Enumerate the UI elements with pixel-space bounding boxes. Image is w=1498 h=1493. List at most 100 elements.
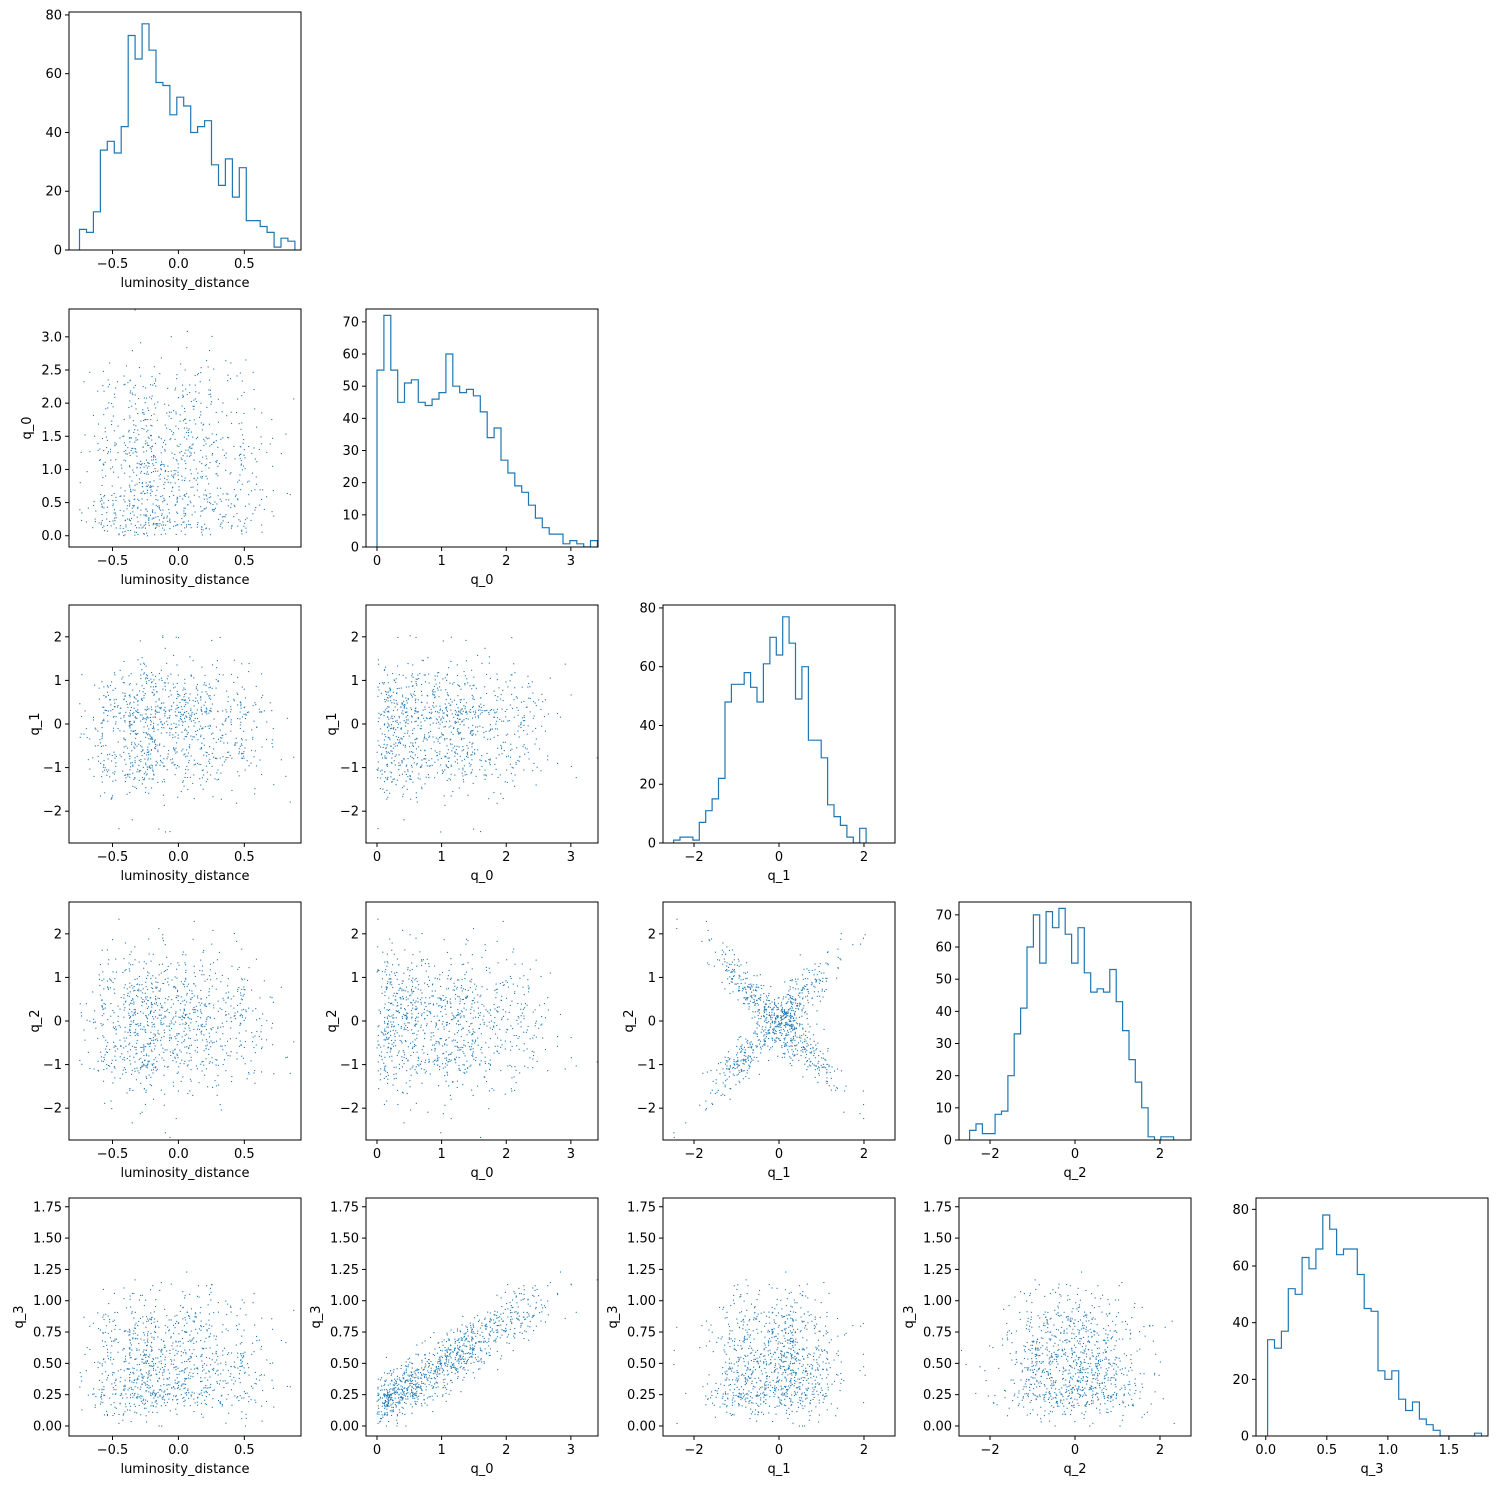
scatter-point (203, 789, 204, 790)
scatter-point (125, 525, 126, 526)
scatter-point (188, 450, 189, 451)
scatter-point (151, 709, 152, 710)
scatter-point (384, 1070, 385, 1071)
scatter-point (212, 796, 213, 797)
scatter-point (140, 1083, 141, 1084)
scatter-point (130, 715, 131, 716)
scatter-point (437, 755, 438, 756)
scatter-point (144, 695, 145, 696)
scatter-point (498, 1053, 499, 1054)
scatter-point (239, 967, 240, 968)
scatter-point (196, 734, 197, 735)
scatter-point (455, 1040, 456, 1041)
scatter-point (256, 427, 257, 428)
scatter-point (463, 711, 464, 712)
scatter-point (165, 711, 166, 712)
scatter-point (188, 432, 189, 433)
scatter-point (146, 514, 147, 515)
scatter-point (200, 735, 201, 736)
scatter-point (145, 764, 146, 765)
scatter-point (507, 1019, 508, 1020)
scatter-point (448, 1037, 449, 1038)
scatter-point (185, 513, 186, 514)
scatter-point (439, 979, 440, 980)
scatter-point (400, 722, 401, 723)
scatter-point (475, 710, 476, 711)
scatter-point (110, 451, 111, 452)
scatter-point (478, 710, 479, 711)
scatter-point (101, 522, 102, 523)
scatter-point (208, 483, 209, 484)
scatter-point (81, 512, 82, 513)
scatter-point (106, 437, 107, 438)
y-tick-label: 1 (54, 674, 62, 689)
scatter-point (402, 796, 403, 797)
scatter-point (464, 765, 465, 766)
scatter-point (236, 1038, 237, 1039)
scatter-point (135, 1011, 136, 1012)
scatter-point (236, 738, 237, 739)
scatter-point (134, 721, 135, 722)
scatter-point (535, 1023, 536, 1024)
scatter-point (239, 423, 240, 424)
scatter-point (388, 724, 389, 725)
scatter-point (536, 738, 537, 739)
scatter-point (412, 982, 413, 983)
scatter-point (195, 1012, 196, 1013)
x-axis-label: luminosity_distance (120, 1166, 249, 1181)
scatter-point (189, 456, 190, 457)
scatter-point (209, 684, 210, 685)
scatter-point (137, 756, 138, 757)
scatter-point (153, 1012, 154, 1013)
scatter-point (101, 746, 102, 747)
scatter-point (206, 1048, 207, 1049)
scatter-point (425, 758, 426, 759)
scatter-point (218, 1065, 219, 1066)
scatter-point (539, 1005, 540, 1006)
scatter-point (202, 966, 203, 967)
scatter-point (218, 1011, 219, 1012)
scatter-point (547, 759, 548, 760)
scatter-point (446, 680, 447, 681)
scatter-point (412, 782, 413, 783)
scatter-point (293, 1041, 294, 1042)
scatter-point (184, 527, 185, 528)
scatter-point (522, 717, 523, 718)
scatter-point (393, 995, 394, 996)
scatter-point (417, 674, 418, 675)
scatter-point (379, 1010, 380, 1011)
scatter-point (285, 776, 286, 777)
scatter-point (457, 746, 458, 747)
scatter-point (148, 973, 149, 974)
scatter-point (100, 763, 101, 764)
scatter-point (204, 524, 205, 525)
scatter-point (477, 731, 478, 732)
scatter-point (481, 755, 482, 756)
scatter-point (272, 743, 273, 744)
scatter-point (175, 1036, 176, 1037)
scatter-point (145, 1046, 146, 1047)
scatter-point (193, 774, 194, 775)
scatter-point (129, 756, 130, 757)
scatter-point (462, 990, 463, 991)
scatter-point (131, 450, 132, 451)
scatter-point (406, 1082, 407, 1083)
scatter-point (399, 754, 400, 755)
scatter-point (161, 670, 162, 671)
scatter-point (186, 1046, 187, 1047)
scatter-point (462, 714, 463, 715)
scatter-point (129, 486, 130, 487)
scatter-point (434, 1045, 435, 1046)
scatter-point (409, 1022, 410, 1023)
scatter-point (156, 527, 157, 528)
scatter-point (132, 766, 133, 767)
scatter-point (218, 1001, 219, 1002)
y-tick-label: 2 (54, 927, 62, 942)
scatter-point (201, 478, 202, 479)
scatter-point (164, 1030, 165, 1031)
scatter-point (397, 780, 398, 781)
scatter-point (541, 1016, 542, 1017)
scatter-point (129, 438, 130, 439)
scatter-point (131, 1021, 132, 1022)
scatter-point (239, 1025, 240, 1026)
